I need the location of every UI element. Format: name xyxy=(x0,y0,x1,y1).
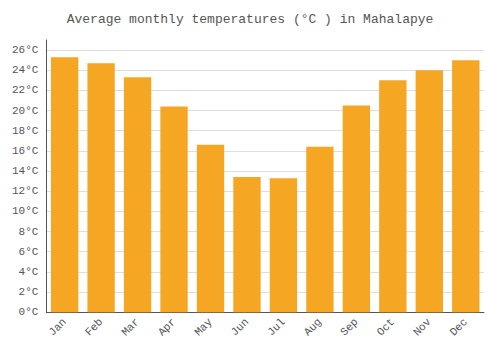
svg-text:24°C: 24°C xyxy=(12,64,39,76)
svg-text:8°C: 8°C xyxy=(19,226,39,238)
svg-text:Feb: Feb xyxy=(83,316,105,338)
svg-text:May: May xyxy=(192,316,215,339)
svg-text:10°C: 10°C xyxy=(12,205,39,217)
svg-text:14°C: 14°C xyxy=(12,165,39,177)
svg-text:Average monthly temperatures (: Average monthly temperatures (°C ) in Ma… xyxy=(67,12,434,27)
svg-text:22°C: 22°C xyxy=(12,84,39,96)
svg-text:Apr: Apr xyxy=(156,316,178,338)
svg-text:Dec: Dec xyxy=(448,316,470,338)
svg-text:2°C: 2°C xyxy=(19,286,39,298)
svg-text:Nov: Nov xyxy=(411,316,434,339)
svg-text:6°C: 6°C xyxy=(19,246,39,258)
svg-text:Mar: Mar xyxy=(119,316,141,338)
svg-text:4°C: 4°C xyxy=(19,266,39,278)
svg-text:Jul: Jul xyxy=(265,316,287,338)
svg-text:0°C: 0°C xyxy=(19,306,39,318)
svg-text:Oct: Oct xyxy=(375,316,397,338)
svg-text:Sep: Sep xyxy=(338,316,360,338)
svg-text:20°C: 20°C xyxy=(12,105,39,117)
svg-text:16°C: 16°C xyxy=(12,145,39,157)
svg-text:18°C: 18°C xyxy=(12,125,39,137)
svg-text:26°C: 26°C xyxy=(12,44,39,56)
svg-text:Jun: Jun xyxy=(229,316,251,338)
svg-text:Jan: Jan xyxy=(46,316,68,338)
svg-text:Aug: Aug xyxy=(302,316,324,338)
svg-text:12°C: 12°C xyxy=(12,185,39,197)
